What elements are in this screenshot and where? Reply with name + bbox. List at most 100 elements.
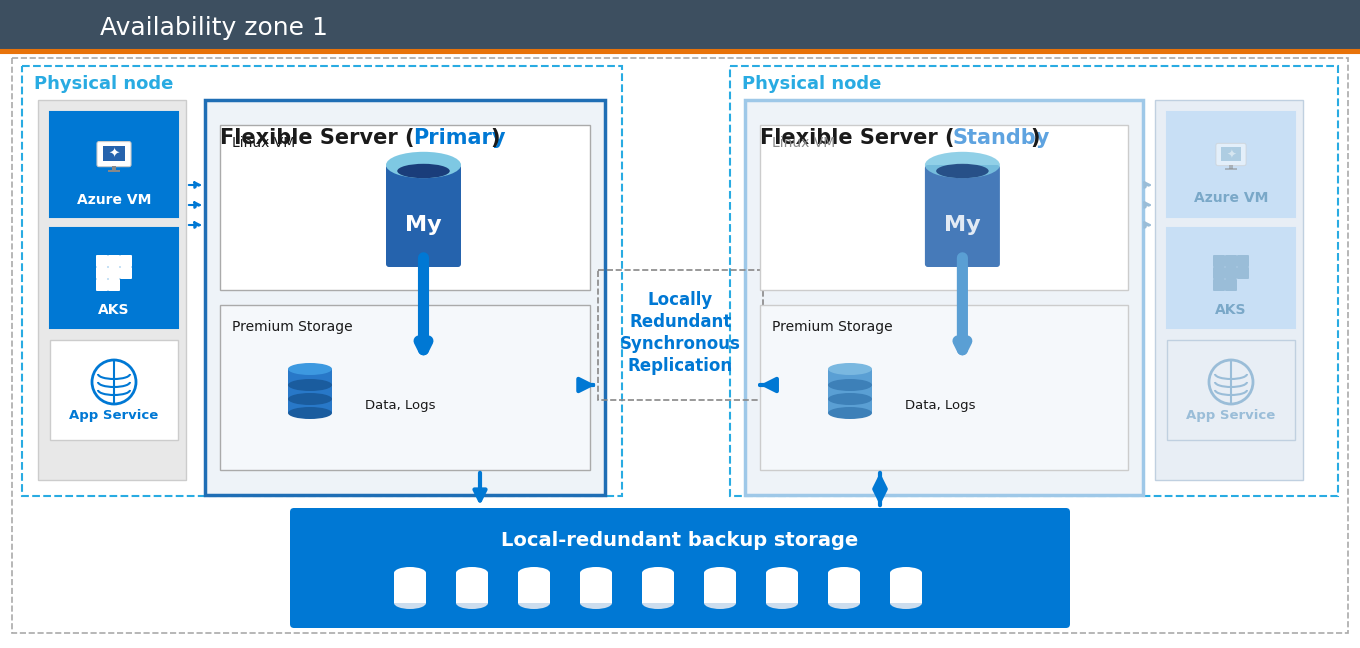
FancyBboxPatch shape	[1221, 147, 1240, 161]
Bar	[1225, 168, 1236, 170]
Ellipse shape	[642, 597, 675, 609]
FancyBboxPatch shape	[1216, 143, 1246, 165]
Bar	[1155, 100, 1303, 480]
Text: App Service: App Service	[69, 410, 159, 422]
Bar	[704, 573, 736, 603]
FancyBboxPatch shape	[1238, 255, 1248, 267]
Text: Data, Logs: Data, Logs	[904, 399, 975, 411]
FancyBboxPatch shape	[1225, 267, 1238, 279]
Ellipse shape	[889, 567, 922, 579]
Ellipse shape	[518, 597, 549, 609]
Text: Locally: Locally	[647, 291, 713, 309]
Ellipse shape	[766, 567, 798, 579]
FancyBboxPatch shape	[1225, 255, 1238, 267]
Ellipse shape	[288, 391, 332, 403]
Ellipse shape	[828, 391, 872, 403]
Bar	[1167, 112, 1295, 217]
Bar	[220, 305, 590, 470]
Bar	[22, 66, 622, 496]
FancyBboxPatch shape	[925, 165, 1000, 267]
Text: Physical node: Physical node	[34, 75, 173, 93]
Ellipse shape	[889, 597, 922, 609]
Ellipse shape	[518, 567, 549, 579]
Text: Data, Logs: Data, Logs	[364, 399, 435, 411]
Bar	[828, 573, 860, 603]
Ellipse shape	[456, 567, 488, 579]
Text: Primary: Primary	[413, 128, 506, 148]
FancyBboxPatch shape	[1213, 279, 1225, 291]
Text: Flexible Server (: Flexible Server (	[220, 128, 415, 148]
Bar	[50, 112, 178, 217]
Ellipse shape	[288, 377, 332, 389]
Text: AKS: AKS	[98, 303, 129, 317]
Ellipse shape	[397, 164, 450, 178]
Bar	[766, 573, 798, 603]
Ellipse shape	[394, 567, 426, 579]
Ellipse shape	[288, 407, 332, 419]
Bar	[760, 125, 1127, 290]
Bar	[0, 50, 1360, 53]
Text: ): )	[1030, 128, 1039, 148]
Ellipse shape	[925, 152, 1000, 178]
Text: Local-redundant backup storage: Local-redundant backup storage	[502, 531, 858, 550]
Text: Premium Storage: Premium Storage	[233, 320, 352, 334]
Ellipse shape	[828, 567, 860, 579]
Bar	[598, 270, 763, 400]
Bar	[745, 100, 1142, 495]
FancyBboxPatch shape	[97, 279, 107, 291]
FancyBboxPatch shape	[386, 165, 461, 267]
Bar	[107, 170, 121, 172]
Ellipse shape	[704, 597, 736, 609]
Bar	[518, 573, 549, 603]
Text: Linux VM: Linux VM	[233, 136, 295, 150]
Ellipse shape	[642, 567, 675, 579]
FancyBboxPatch shape	[97, 267, 107, 279]
Text: Azure VM: Azure VM	[1194, 191, 1268, 205]
Text: My: My	[944, 215, 981, 235]
Text: AKS: AKS	[1216, 303, 1247, 317]
Text: Linux VM: Linux VM	[772, 136, 835, 150]
Text: Replication: Replication	[628, 357, 733, 375]
FancyBboxPatch shape	[120, 267, 132, 279]
FancyBboxPatch shape	[1225, 279, 1238, 291]
Ellipse shape	[704, 567, 736, 579]
Bar	[828, 397, 872, 413]
Bar	[1167, 228, 1295, 328]
Ellipse shape	[766, 597, 798, 609]
Text: Standby: Standby	[953, 128, 1050, 148]
Bar	[760, 305, 1127, 470]
Ellipse shape	[386, 152, 461, 178]
Ellipse shape	[288, 393, 332, 405]
Text: App Service: App Service	[1186, 410, 1276, 422]
Bar	[288, 397, 332, 413]
Ellipse shape	[288, 363, 332, 375]
Bar	[12, 58, 1348, 633]
Bar	[1167, 340, 1295, 440]
Text: Synchronous: Synchronous	[620, 335, 741, 353]
Ellipse shape	[579, 567, 612, 579]
Text: ✦: ✦	[1227, 148, 1236, 161]
Text: Flexible Server (: Flexible Server (	[760, 128, 955, 148]
Bar	[828, 383, 872, 399]
FancyBboxPatch shape	[1238, 267, 1248, 279]
Bar	[112, 166, 116, 170]
Bar	[1229, 165, 1232, 168]
Ellipse shape	[828, 407, 872, 419]
FancyBboxPatch shape	[103, 146, 125, 161]
Bar	[394, 573, 426, 603]
Ellipse shape	[579, 597, 612, 609]
Ellipse shape	[828, 377, 872, 389]
Ellipse shape	[394, 597, 426, 609]
Ellipse shape	[456, 597, 488, 609]
FancyBboxPatch shape	[107, 255, 120, 267]
Bar	[205, 100, 605, 495]
Bar	[50, 228, 178, 328]
Bar	[0, 0, 1360, 52]
Ellipse shape	[936, 164, 989, 178]
Ellipse shape	[828, 393, 872, 405]
FancyBboxPatch shape	[1213, 255, 1225, 267]
Bar	[50, 340, 178, 440]
FancyBboxPatch shape	[290, 508, 1070, 628]
Text: Azure VM: Azure VM	[76, 193, 151, 207]
Bar	[579, 573, 612, 603]
